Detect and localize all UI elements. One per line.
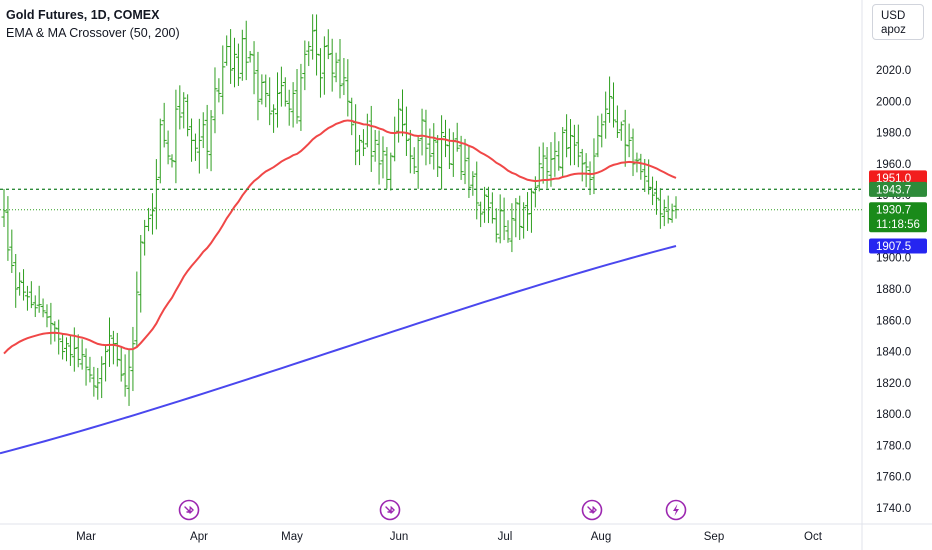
y-tick-label: 1820.0 (876, 378, 911, 390)
arrow-glyph (587, 506, 597, 514)
y-tick-label: 1980.0 (876, 128, 911, 140)
y-tick-label: 1960.0 (876, 159, 911, 171)
countdown-label: 11:18:56 (876, 219, 920, 231)
indicator-legend[interactable]: EMA & MA Crossover (50, 200) (6, 26, 180, 40)
y-tick-label: 1880.0 (876, 284, 911, 296)
y-tick-label: 2000.0 (876, 96, 911, 108)
x-tick-label: May (281, 531, 303, 543)
x-tick-label: Sep (704, 531, 724, 543)
x-tick-label: Jun (390, 531, 409, 543)
x-tick-label: Aug (591, 531, 611, 543)
dividend-event-icon[interactable] (178, 499, 200, 521)
arrow-glyph (385, 506, 395, 514)
y-tick-label: 1860.0 (876, 315, 911, 327)
price-tag-label: 1943.7 (876, 184, 911, 196)
unit-label: apoz (881, 24, 906, 36)
y-tick-label: 1740.0 (876, 503, 911, 515)
price-tag-label: 1930.7 (876, 205, 911, 217)
price-tag (869, 238, 927, 254)
x-tick-label: Oct (804, 531, 823, 543)
lightning-glyph (673, 504, 679, 516)
x-tick-label: Apr (190, 531, 208, 543)
price-tag-label: 1907.5 (876, 241, 911, 253)
chart-title: Gold Futures, 1D, COMEX (6, 8, 160, 22)
arrow-glyph (184, 506, 194, 514)
ma-200-line (0, 245, 677, 455)
y-tick-label: 1760.0 (876, 472, 911, 484)
price-tag (869, 181, 927, 197)
dividend-event-icon[interactable] (581, 499, 603, 521)
y-tick-label: 1800.0 (876, 409, 911, 421)
y-tick-label: 2020.0 (876, 65, 911, 77)
dividend-event-icon[interactable] (379, 499, 401, 521)
price-tag (869, 202, 927, 233)
x-tick-label: Jul (498, 531, 513, 543)
price-tag (869, 170, 927, 186)
y-tick-label: 1900.0 (876, 253, 911, 265)
y-tick-label: 1840.0 (876, 347, 911, 359)
x-tick-label: Mar (76, 531, 96, 543)
y-tick-label: 1780.0 (876, 440, 911, 452)
ema-50-line (3, 119, 677, 355)
currency-label: USD (881, 10, 906, 22)
currency-selector[interactable]: USD apoz (872, 4, 924, 40)
